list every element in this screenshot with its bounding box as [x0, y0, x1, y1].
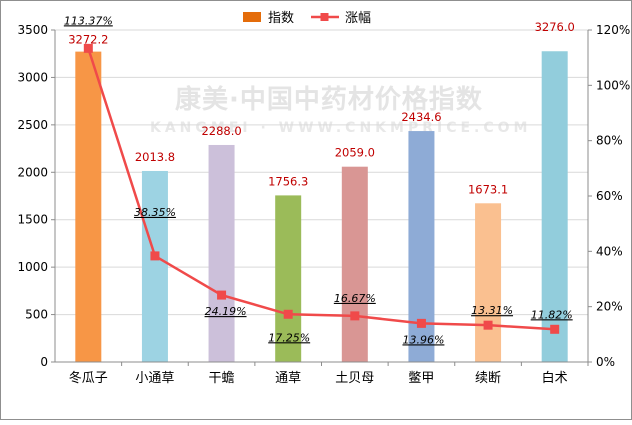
bar-小通草: [141, 170, 168, 362]
bar-干蟾: [208, 144, 235, 362]
growth-marker: [483, 320, 493, 330]
x-tick-label: 鳖甲: [408, 371, 434, 386]
x-tick-label: 续断: [475, 371, 501, 386]
growth-marker: [350, 311, 360, 321]
growth-marker: [83, 43, 93, 53]
bar-value-label: 1756.3: [268, 174, 308, 188]
legend-label-bar: 指数: [268, 11, 294, 26]
growth-value-label: 13.96%: [402, 333, 444, 346]
y-left-tick-label: 3500: [17, 23, 48, 37]
bar-value-label: 2059.0: [335, 146, 375, 160]
growth-value-label: 16.67%: [334, 292, 376, 305]
watermark-line1: 康美·中国中药材价格指数: [175, 84, 483, 115]
bar-value-label: 2013.8: [135, 150, 175, 164]
legend-swatch-bar: [243, 12, 261, 22]
legend-label-line: 涨幅: [345, 11, 371, 26]
y-left-tick-label: 3000: [17, 70, 48, 84]
growth-marker: [217, 290, 227, 300]
growth-value-label: 38.35%: [134, 206, 176, 219]
growth-value-label: 113.37%: [64, 14, 113, 27]
y-right-tick-label: 40%: [596, 244, 623, 258]
growth-marker: [150, 251, 160, 261]
bar-白术: [541, 51, 568, 363]
bar-通草: [275, 195, 302, 362]
bar-value-label: 1673.1: [468, 182, 508, 196]
growth-value-label: 17.25%: [268, 331, 310, 344]
x-tick-label: 土贝母: [335, 371, 374, 386]
y-left-tick-label: 0: [40, 355, 48, 369]
y-left-tick-label: 500: [25, 308, 48, 322]
x-tick-label: 白术: [542, 370, 568, 386]
y-right-tick-label: 60%: [596, 189, 623, 203]
bar-value-label: 3272.2: [68, 33, 108, 47]
y-right-tick-label: 80%: [596, 134, 623, 148]
x-tick-label: 干蟾: [209, 371, 235, 386]
growth-line: [87, 47, 555, 331]
y-left-tick-label: 2500: [17, 118, 48, 132]
y-left-tick-label: 1500: [17, 213, 48, 227]
x-tick-label: 小通草: [135, 371, 174, 386]
y-right-tick-label: 20%: [596, 300, 623, 314]
growth-marker: [416, 318, 426, 328]
bars: [75, 51, 568, 363]
y-right-tick-label: 0%: [596, 355, 615, 369]
bar-value-label: 2288.0: [201, 124, 241, 138]
bar-土贝母: [341, 166, 368, 362]
y-left-tick-label: 2000: [17, 165, 48, 179]
y-right-tick-label: 120%: [596, 23, 630, 37]
growth-marker: [550, 324, 560, 334]
y-left-tick-label: 1000: [17, 260, 48, 274]
growth-value-label: 13.31%: [471, 304, 513, 317]
axes: 0 500 1000 1500 2000 2500 3000 3500 0% 20% 40% 60% 8…: [17, 23, 630, 386]
growth-marker: [283, 309, 293, 319]
data-labels: 3272.2 2013.8 2288.0 1756.3 2059.0 2434.6 1673…: [64, 14, 575, 346]
x-tick-label: 冬瓜子: [69, 370, 108, 386]
y-right-tick-label: 100%: [596, 78, 630, 92]
legend: 指数 涨幅: [243, 11, 371, 26]
bar-value-label: 2434.6: [401, 110, 441, 124]
line-series: [83, 43, 560, 334]
bar-value-label: 3276.0: [535, 20, 575, 34]
legend-swatch-marker: [320, 13, 329, 21]
growth-value-label: 11.82%: [531, 308, 573, 321]
x-tick-label: 通草: [275, 371, 301, 386]
growth-value-label: 24.19%: [205, 305, 247, 318]
bar-冬瓜子: [75, 51, 102, 362]
bar-续断: [475, 203, 502, 362]
